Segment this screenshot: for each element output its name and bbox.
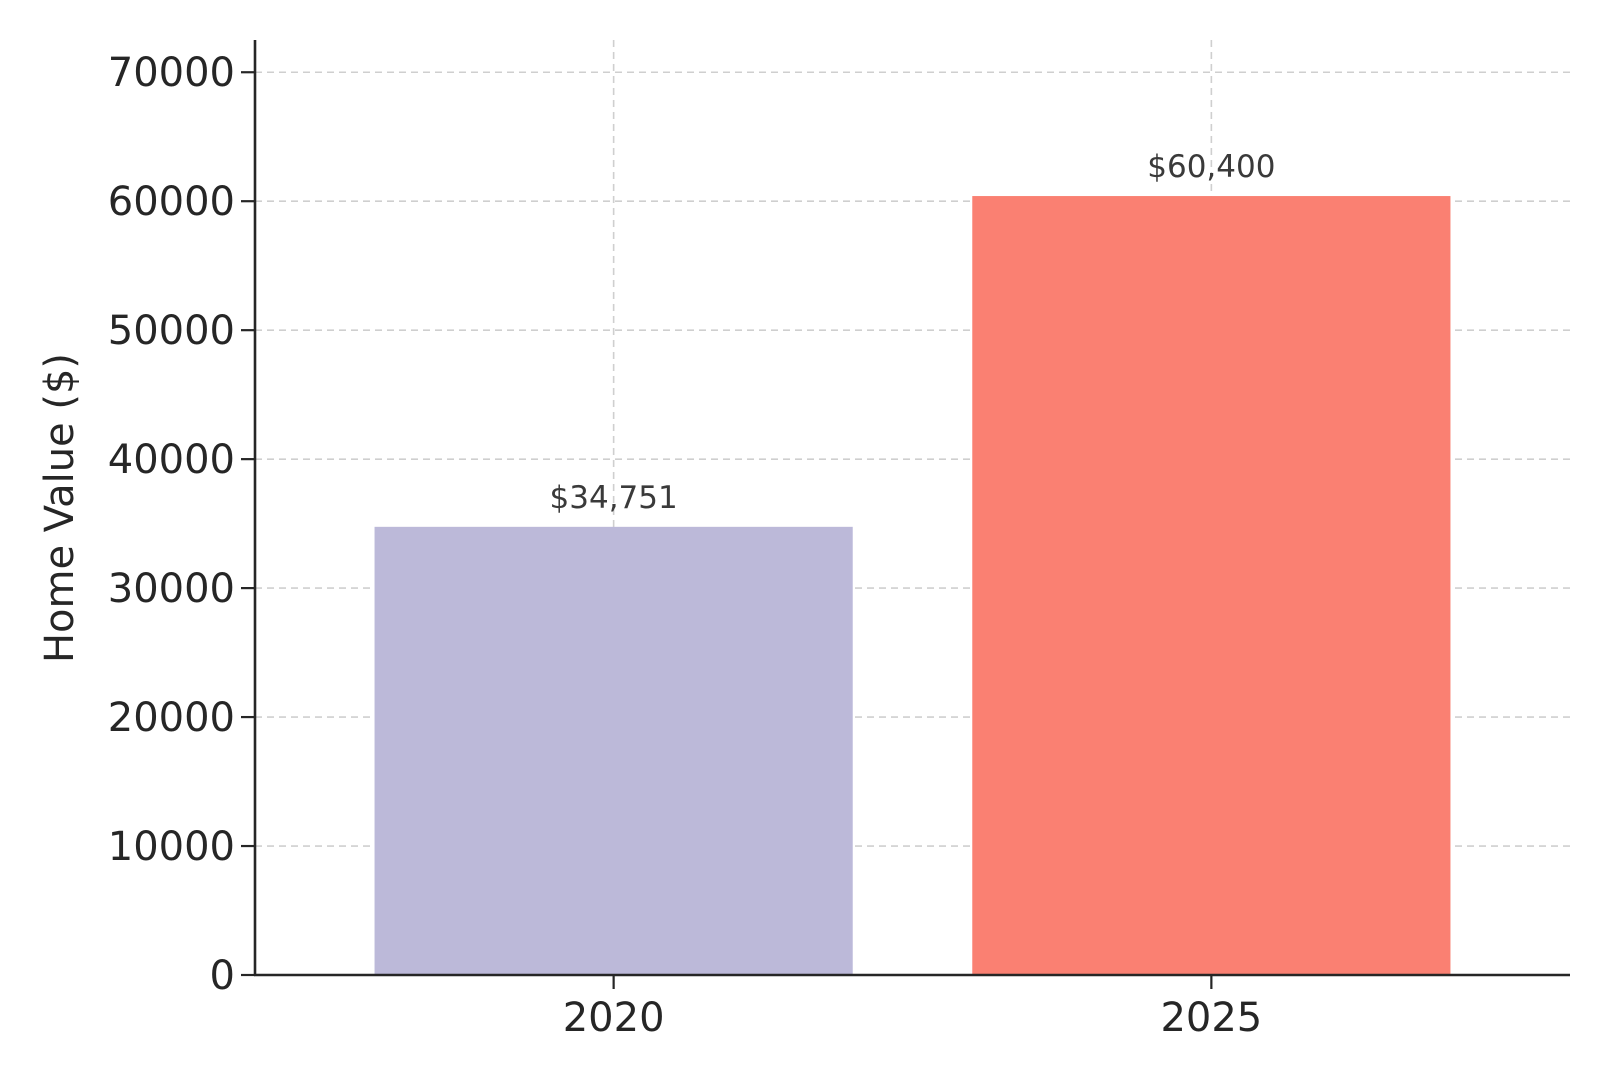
y-axis-ticks: 0 10000 20000 30000 40000 50000 60000 70000 [108, 50, 255, 999]
y-tick-label: 70000 [108, 50, 235, 96]
x-tick-label: 2020 [563, 995, 665, 1041]
y-axis-title: Home Value ($) [37, 353, 83, 663]
y-tick-label: 30000 [108, 566, 235, 612]
y-tick-label: 10000 [108, 824, 235, 870]
y-tick-label: 60000 [108, 179, 235, 225]
bar-2020 [374, 526, 853, 975]
x-tick-label: 2025 [1160, 995, 1262, 1041]
data-labels: $34,751 $60,400 [550, 149, 1276, 516]
axes [253, 40, 1570, 977]
y-tick-label: 20000 [108, 695, 235, 741]
y-tick-label: 50000 [108, 308, 235, 354]
bars [374, 196, 1451, 975]
x-axis-ticks: 2020 2025 [563, 975, 1262, 1041]
y-tick-label: 40000 [108, 437, 235, 483]
y-tick-label: 0 [210, 953, 235, 999]
bar-2025 [972, 196, 1451, 975]
bar-value-label: $60,400 [1147, 149, 1275, 185]
bar-value-label: $34,751 [550, 480, 678, 516]
